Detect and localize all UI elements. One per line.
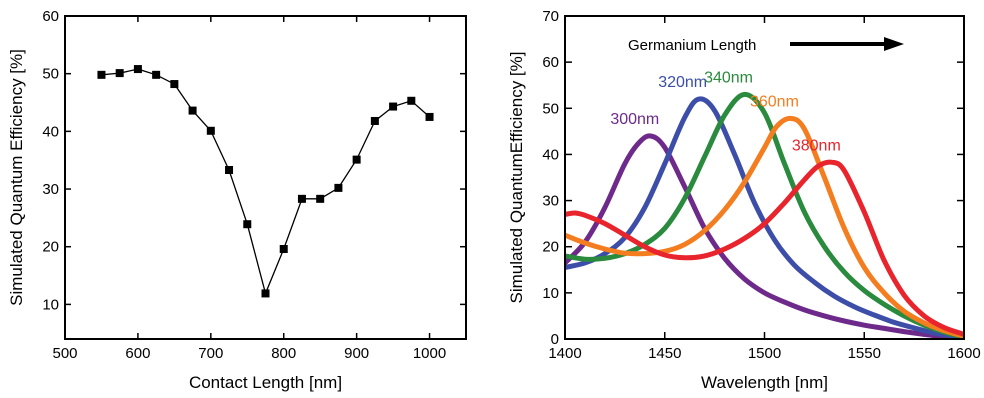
series-label-360nm: 360nm — [750, 93, 799, 110]
x-tick-label-1: 1000 — [413, 345, 446, 362]
x-tick-label-2: 1450 — [648, 345, 681, 362]
y-tick-label-1: 50 — [42, 66, 59, 83]
y-tick-label-1: 10 — [42, 296, 59, 313]
x-tick-label-1: 700 — [198, 345, 223, 362]
y-tick-label-1: 40 — [42, 123, 59, 140]
germanium-arrow-head — [884, 37, 904, 51]
y-tick-label-2: 10 — [542, 285, 559, 302]
x-tick-label-2: 1500 — [748, 345, 781, 362]
data-point-1 — [389, 102, 398, 111]
data-point-1 — [188, 106, 197, 115]
y-tick-label-2: 30 — [542, 193, 559, 210]
data-point-1 — [316, 194, 325, 203]
y-tick-label-2: 60 — [542, 54, 559, 71]
data-point-1 — [279, 245, 288, 254]
plot-frame-1 — [64, 15, 467, 340]
series-line-300nm — [565, 133, 964, 339]
data-point-1 — [370, 116, 379, 125]
y-axis-title-2: Simulated QuantumEfficiency [%] — [507, 52, 526, 304]
series-line-360nm — [565, 115, 964, 339]
data-point-1 — [115, 69, 124, 78]
y-axis-title-1: Simulated Quantum Efficiency [%] — [7, 49, 26, 306]
data-point-1 — [97, 70, 106, 79]
data-point-1 — [407, 96, 416, 105]
series-label-300nm: 300nm — [610, 111, 659, 128]
y-tick-label-1: 20 — [42, 239, 59, 256]
series-line-320nm — [565, 96, 964, 339]
data-point-1 — [352, 155, 361, 164]
series-line-340nm — [565, 91, 964, 339]
x-tick-label-2: 1550 — [848, 345, 881, 362]
data-point-1 — [243, 220, 252, 229]
series-label-340nm: 340nm — [704, 69, 753, 86]
data-point-1 — [152, 70, 161, 79]
data-point-1 — [170, 80, 179, 89]
y-tick-label-2: 40 — [542, 146, 559, 163]
x-tick-label-1: 500 — [52, 345, 77, 362]
y-tick-label-2: 70 — [542, 8, 559, 25]
data-point-1 — [133, 65, 142, 74]
series-label-320nm: 320nm — [658, 74, 707, 91]
x-axis-title-1: Contact Length [nm] — [189, 373, 342, 392]
y-tick-label-2: 0 — [551, 331, 559, 348]
germanium-length-annotation: Germanium Length — [628, 37, 756, 54]
x-tick-label-1: 800 — [271, 345, 296, 362]
y-tick-label-1: 60 — [42, 8, 59, 25]
data-point-1 — [334, 183, 343, 192]
x-tick-label-1: 600 — [125, 345, 150, 362]
x-tick-label-1: 900 — [344, 345, 369, 362]
y-tick-label-2: 20 — [542, 239, 559, 256]
x-axis-title-2: Wavelength [nm] — [701, 373, 828, 392]
y-tick-label-1: 30 — [42, 181, 59, 198]
series-label-380nm: 380nm — [792, 137, 841, 154]
y-tick-label-2: 50 — [542, 100, 559, 117]
data-point-1 — [297, 194, 306, 203]
series-line-1 — [101, 68, 430, 296]
data-point-1 — [261, 289, 270, 298]
x-tick-label-2: 1600 — [947, 345, 980, 362]
data-point-1 — [225, 166, 234, 175]
x-tick-label-2: 1400 — [548, 345, 581, 362]
data-point-1 — [425, 112, 434, 121]
data-point-1 — [206, 126, 215, 135]
series-line-380nm — [565, 159, 964, 337]
